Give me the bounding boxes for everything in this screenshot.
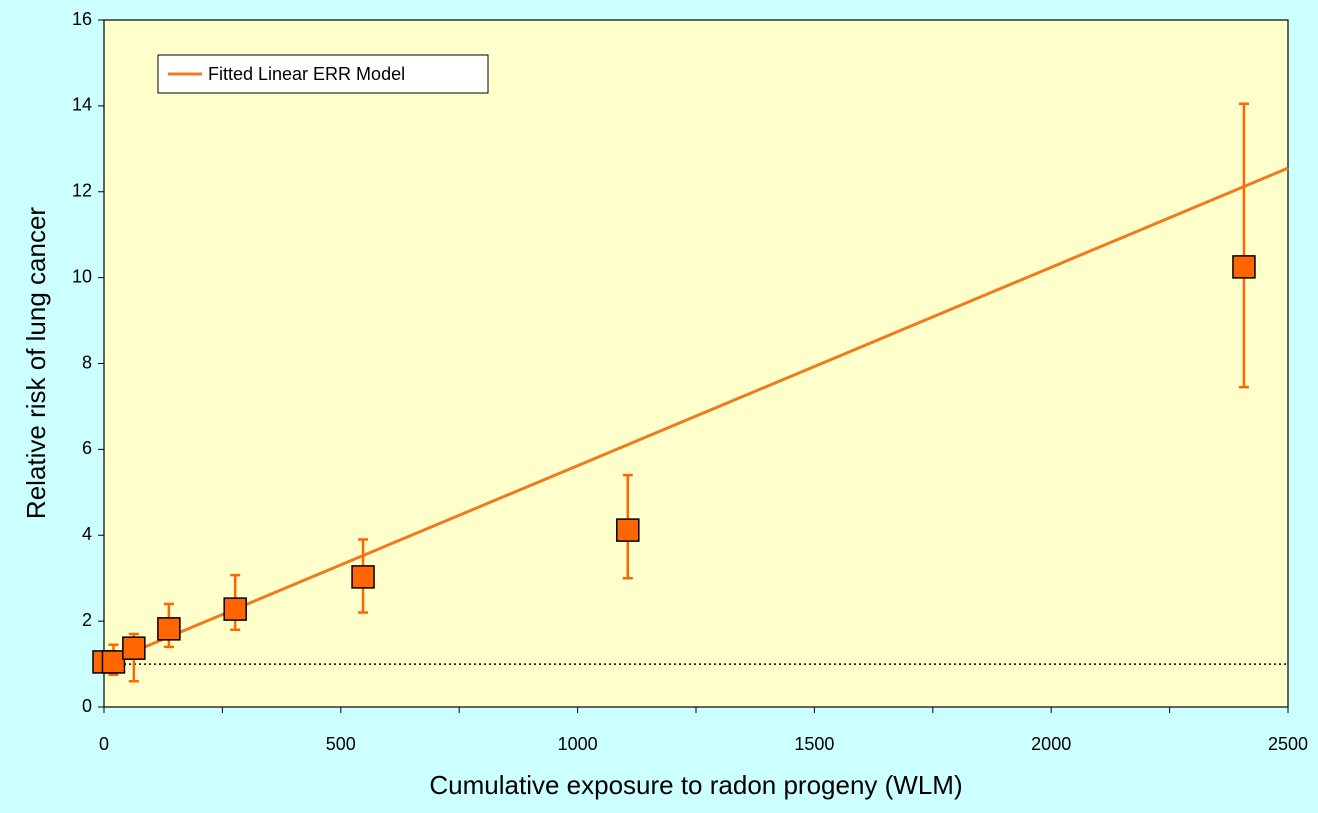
data-point [223,597,247,621]
legend-box [157,54,489,94]
data-point [1232,255,1256,279]
data-point [122,636,146,660]
legend-label: Fitted Linear ERR Model [208,64,405,84]
plot-area [103,19,1289,708]
fit-line [103,166,1289,666]
error-bar [1238,102,1249,389]
x-tick-label: 2500 [1268,734,1308,754]
y-tick-label: 10 [72,266,92,286]
x-tick-label: 1500 [794,734,834,754]
x-tick-label: 0 [99,734,109,754]
data-point [351,565,375,589]
x-tick-label: 2000 [1031,734,1071,754]
y-tick-label: 0 [82,696,92,716]
data-point [157,617,181,641]
y-tick-label: 14 [72,95,92,115]
data-point [101,650,126,674]
x-axis-title: Cumulative exposure to radon progeny (WL… [429,770,962,800]
y-tick-label: 2 [82,610,92,630]
y-tick-label: 4 [82,524,92,544]
y-tick-label: 8 [82,352,92,372]
y-tick-label: 16 [72,9,92,29]
data-point [616,518,640,542]
x-tick-label: 500 [326,734,356,754]
x-tick-label: 1000 [558,734,598,754]
y-axis-title: Relative risk of lung cancer [21,207,51,519]
y-tick-label: 12 [72,181,92,201]
y-tick-label: 6 [82,438,92,458]
